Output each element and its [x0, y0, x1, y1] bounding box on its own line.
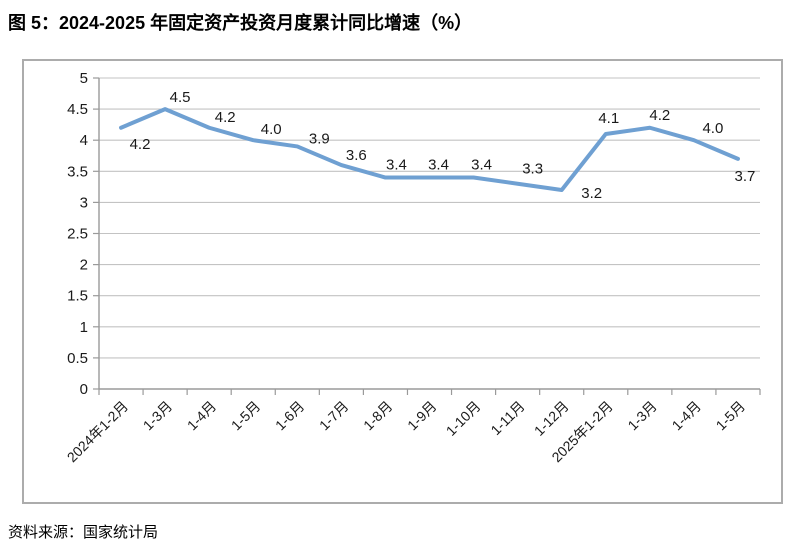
- x-tick-label: 1-11月: [487, 398, 527, 438]
- y-tick-label: 2: [80, 257, 88, 274]
- y-tick-label: 3.5: [67, 163, 88, 180]
- chart-area: 0 0.5 1 1.5 2 2.5 3 3.5 4 4.5 5 2024年1-2月 1-3月 1-4月 1-…: [22, 59, 783, 504]
- data-label: 3.3: [522, 161, 543, 178]
- y-tick-label: 1.5: [67, 288, 88, 305]
- data-labels: 4.2 4.5 4.2 4.0 3.9 3.6 3.4 3.4 3.4 3.3 3.2 4.1 4.2 4…: [130, 89, 756, 202]
- data-label: 3.6: [346, 147, 367, 164]
- x-tick-label: 1-9月: [404, 398, 440, 434]
- y-tick-label: 4.5: [67, 101, 88, 118]
- data-label: 4.5: [170, 89, 191, 106]
- x-tick-label: 1-10月: [443, 398, 484, 439]
- data-label: 4.0: [261, 121, 282, 138]
- data-label: 3.7: [735, 168, 756, 185]
- x-tick-label: 1-12月: [531, 398, 572, 439]
- data-label: 4.2: [649, 107, 670, 124]
- x-tick-label: 1-4月: [184, 398, 220, 434]
- y-tick-label: 0.5: [67, 350, 88, 367]
- x-tick-label: 1-3月: [624, 398, 660, 434]
- x-tick-label: 1-3月: [140, 398, 176, 434]
- data-label: 3.4: [471, 157, 492, 174]
- x-tick-label: 1-7月: [316, 398, 352, 434]
- source-note: 资料来源：国家统计局: [8, 524, 159, 541]
- y-tick-label: 3: [80, 194, 88, 211]
- data-label: 3.2: [581, 185, 602, 202]
- x-tick-label: 1-5月: [713, 398, 749, 434]
- x-tick-labels: 2024年1-2月 1-3月 1-4月 1-5月 1-6月 1-7月 1-8月 1-9月 1-1…: [64, 398, 748, 465]
- data-label: 3.4: [386, 157, 407, 174]
- y-tick-labels: 0 0.5 1 1.5 2 2.5 3 3.5 4 4.5 5: [67, 70, 88, 398]
- x-tick-label: 1-6月: [272, 398, 308, 434]
- data-label: 4.2: [130, 136, 151, 153]
- x-tick-label: 1-8月: [360, 398, 396, 434]
- trend-line: [119, 107, 740, 192]
- x-tick-label: 1-4月: [669, 398, 705, 434]
- gridlines: [99, 77, 760, 390]
- y-tick-label: 1: [80, 319, 88, 336]
- y-tick-label: 5: [80, 70, 88, 87]
- data-label: 4.1: [598, 110, 619, 127]
- x-tick-label: 2024年1-2月: [64, 398, 131, 465]
- y-tick-label: 2.5: [67, 226, 88, 243]
- data-label: 3.9: [309, 130, 330, 147]
- axes: [93, 77, 761, 395]
- data-label: 4.2: [215, 109, 236, 126]
- x-tick-label: 1-5月: [228, 398, 264, 434]
- series-line: [119, 107, 740, 192]
- data-label: 4.0: [702, 120, 723, 137]
- y-tick-label: 4: [80, 132, 88, 149]
- figure-title: 图 5：2024-2025 年固定资产投资月度累计同比增速（%）: [8, 13, 473, 33]
- y-tick-label: 0: [80, 381, 88, 398]
- data-label: 3.4: [428, 157, 449, 174]
